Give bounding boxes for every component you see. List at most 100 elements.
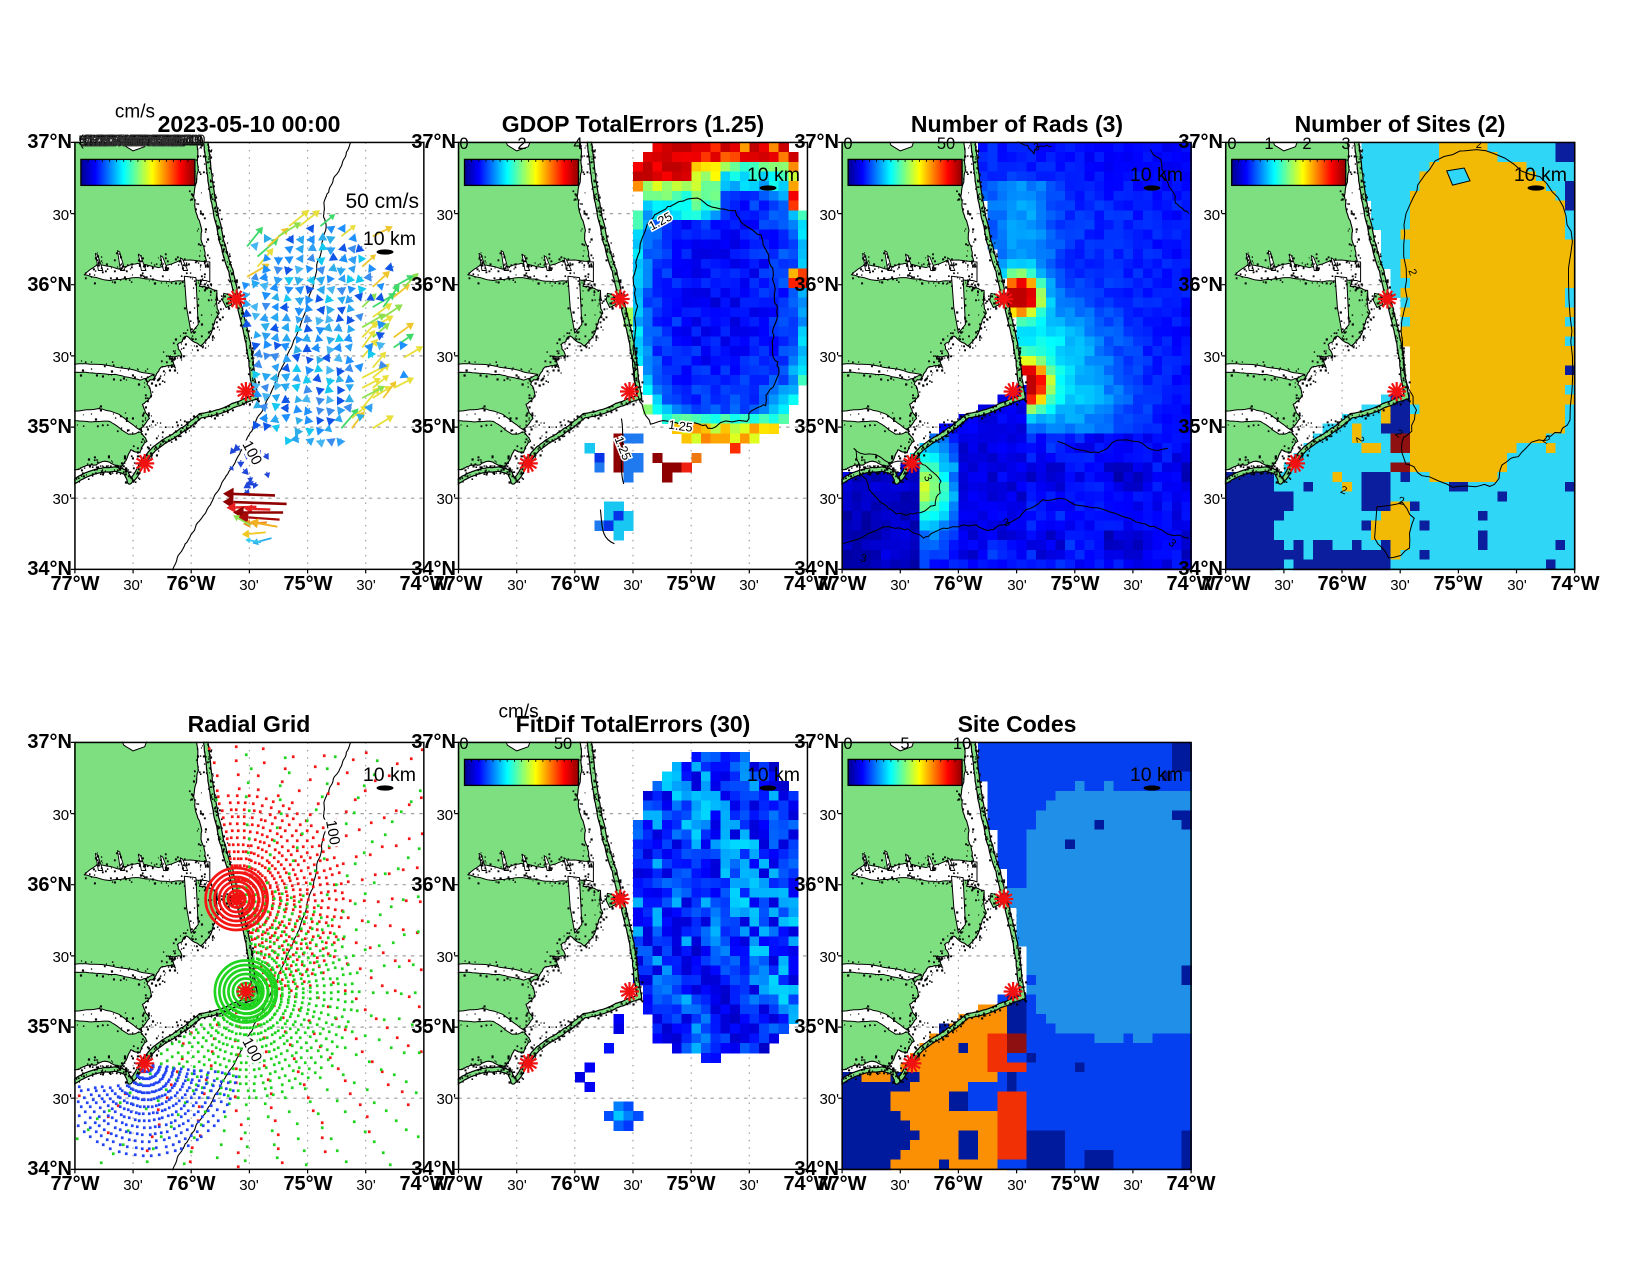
svg-text:10 km: 10 km [1130,164,1183,186]
svg-text:76°W: 76°W [933,573,982,595]
svg-text:30': 30' [123,577,143,594]
svg-text:30': 30' [52,1091,72,1108]
svg-text:30': 30' [507,1177,527,1194]
svg-text:Radial Grid: Radial Grid [188,711,311,737]
svg-text:30': 30' [819,491,839,508]
svg-text:30': 30' [1203,349,1223,366]
svg-text:30': 30' [890,577,910,594]
svg-text:30': 30' [819,807,839,824]
svg-text:30': 30' [819,1091,839,1108]
svg-text:35°N: 35°N [27,1016,72,1038]
svg-text:30': 30' [123,1177,143,1194]
svg-text:77°W: 77°W [433,573,482,595]
svg-text:35°N: 35°N [411,1016,456,1038]
svg-text:74°W: 74°W [1166,1173,1215,1195]
svg-text:77°W: 77°W [50,1173,99,1195]
svg-text:37°N: 37°N [27,131,72,153]
svg-text:30': 30' [507,577,527,594]
svg-text:cm/s: cm/s [499,701,539,722]
svg-text:50: 50 [554,735,572,753]
svg-text:FitDif TotalErrors (30): FitDif TotalErrors (30) [516,711,751,737]
svg-text:30': 30' [239,1177,259,1194]
svg-text:0: 0 [459,135,468,153]
svg-text:75°W: 75°W [283,573,332,595]
svg-text:30': 30' [1274,577,1294,594]
svg-text:1: 1 [1264,135,1273,153]
svg-text:30': 30' [52,349,72,366]
svg-text:37°N: 37°N [27,731,72,753]
svg-text:36°N: 36°N [794,874,839,896]
svg-text:75°W: 75°W [666,573,715,595]
svg-text:75°W: 75°W [666,1173,715,1195]
svg-text:30': 30' [890,1177,910,1194]
svg-text:36°N: 36°N [27,274,72,296]
svg-text:30': 30' [623,577,643,594]
svg-text:75°W: 75°W [1050,573,1099,595]
svg-text:30': 30' [739,577,759,594]
svg-text:10: 10 [953,735,971,753]
svg-text:30': 30' [436,349,456,366]
svg-text:37°N: 37°N [411,731,456,753]
svg-text:76°W: 76°W [166,573,215,595]
svg-text:76°W: 76°W [166,1173,215,1195]
svg-text:30': 30' [739,1177,759,1194]
svg-text:Site Codes: Site Codes [958,711,1077,737]
svg-text:2: 2 [1302,135,1311,153]
svg-text:cm/s: cm/s [115,101,155,122]
svg-text:0: 0 [843,735,852,753]
svg-text:30': 30' [239,577,259,594]
svg-text:37°N: 37°N [1178,131,1223,153]
svg-text:30': 30' [623,1177,643,1194]
svg-text:77°W: 77°W [817,573,866,595]
svg-text:10 km: 10 km [1130,764,1183,786]
svg-text:30': 30' [1203,207,1223,224]
svg-text:10 km: 10 km [1514,164,1567,186]
svg-text:5: 5 [900,735,909,753]
svg-text:30': 30' [1007,577,1027,594]
svg-text:GDOP TotalErrors (1.25): GDOP TotalErrors (1.25) [502,111,764,137]
svg-text:35°N: 35°N [1178,416,1223,438]
svg-text:74°W: 74°W [1550,573,1599,595]
svg-text:36°N: 36°N [411,274,456,296]
svg-text:30': 30' [1123,1177,1143,1194]
svg-text:0: 0 [843,135,852,153]
svg-text:50 cm/s: 50 cm/s [345,190,419,213]
svg-text:50: 50 [937,135,955,153]
svg-text:75°W: 75°W [1433,573,1482,595]
svg-text:0: 0 [459,735,468,753]
svg-text:30': 30' [436,949,456,966]
svg-text:76°W: 76°W [550,573,599,595]
svg-text:75°W: 75°W [1050,1173,1099,1195]
svg-text:10 km: 10 km [363,764,416,786]
svg-text:30': 30' [436,1091,456,1108]
svg-text:35°N: 35°N [794,1016,839,1038]
svg-text:151015202530354045505560657075: 1510152025303540455055606570758085909510… [80,133,186,149]
svg-text:36°N: 36°N [411,874,456,896]
svg-text:35°N: 35°N [27,416,72,438]
svg-text:30': 30' [1390,577,1410,594]
svg-text:36°N: 36°N [1178,274,1223,296]
svg-text:37°N: 37°N [411,131,456,153]
svg-text:77°W: 77°W [1201,573,1250,595]
svg-text:2: 2 [517,135,526,153]
svg-text:37°N: 37°N [794,731,839,753]
svg-text:77°W: 77°W [817,1173,866,1195]
svg-text:30': 30' [1507,577,1527,594]
svg-text:36°N: 36°N [794,274,839,296]
svg-text:10 km: 10 km [747,764,800,786]
svg-text:75°W: 75°W [283,1173,332,1195]
svg-text:10 km: 10 km [363,228,416,250]
svg-text:76°W: 76°W [1317,573,1366,595]
svg-text:Number of Sites (2): Number of Sites (2) [1295,111,1506,137]
svg-text:0: 0 [1227,135,1236,153]
svg-text:30': 30' [52,491,72,508]
svg-text:30': 30' [1203,491,1223,508]
svg-text:37°N: 37°N [794,131,839,153]
svg-text:36°N: 36°N [27,874,72,896]
svg-text:30': 30' [819,349,839,366]
svg-text:30': 30' [52,207,72,224]
svg-text:76°W: 76°W [933,1173,982,1195]
svg-text:30': 30' [1123,577,1143,594]
svg-text:77°W: 77°W [50,573,99,595]
svg-text:3: 3 [1341,135,1350,153]
